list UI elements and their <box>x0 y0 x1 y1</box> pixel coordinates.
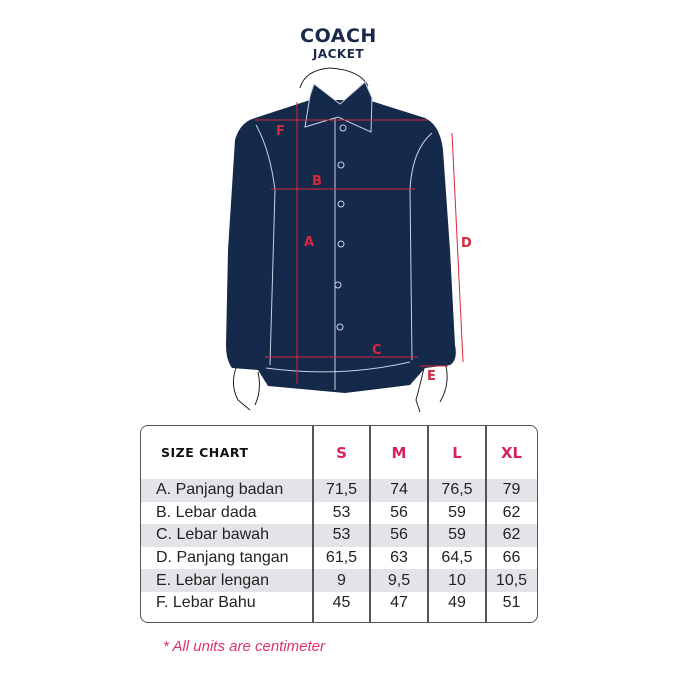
size-value-xl: 66 <box>502 549 521 567</box>
size-xl-header: XL <box>500 443 523 462</box>
size-s-header: S <box>336 443 347 462</box>
size-value-l: 64,5 <box>441 549 473 567</box>
size-chart-header: SIZE CHART <box>161 445 249 460</box>
size-value-m: 74 <box>390 481 408 499</box>
size-value-m: 63 <box>390 549 408 567</box>
table-row: C. Lebar bawah 53 56 59 62 <box>141 524 537 547</box>
size-value-m: 9,5 <box>387 571 411 589</box>
measure-label-b: B <box>312 174 322 189</box>
size-value-s: 71,5 <box>325 481 358 499</box>
size-chart-table: SIZE CHART S M L XL A. Panjang badan 71,5… <box>140 425 538 623</box>
size-value-xl: 62 <box>502 526 521 544</box>
size-value-m: 56 <box>390 526 408 544</box>
size-value-s: 9 <box>337 571 346 589</box>
table-row: A. Panjang badan 71,5 74 76,5 79 <box>141 479 537 502</box>
size-m-header: M <box>391 443 407 462</box>
row-label: F. Lebar Bahu <box>156 594 256 612</box>
units-footnote: * All units are centimeter <box>163 638 326 655</box>
size-value-s: 61,5 <box>325 549 358 567</box>
table-header-row: SIZE CHART S M L XL <box>141 426 537 479</box>
size-value-l: 59 <box>448 526 466 544</box>
size-value-xl: 62 <box>502 503 521 521</box>
size-value-m: 47 <box>390 594 408 612</box>
table-row: F. Lebar Bahu 45 47 49 51 <box>141 592 537 615</box>
row-label: B. Lebar dada <box>156 503 257 521</box>
table-row: B. Lebar dada 53 56 59 62 <box>141 502 537 525</box>
size-value-l: 10 <box>448 571 466 589</box>
column-divider <box>312 426 314 622</box>
size-value-xl: 10,5 <box>495 571 528 589</box>
measure-label-d: D <box>461 236 472 251</box>
size-value-s: 45 <box>332 594 351 612</box>
measure-label-e: E <box>427 369 436 384</box>
left-hand <box>232 367 260 411</box>
product-subtitle: JACKET <box>312 47 365 61</box>
column-divider <box>369 426 371 622</box>
row-label: E. Lebar lengan <box>156 571 269 589</box>
right-hand <box>415 365 448 413</box>
column-divider <box>427 426 429 622</box>
size-value-m: 56 <box>390 503 408 521</box>
neck-outline <box>299 67 369 89</box>
product-title: COACH <box>300 25 377 47</box>
row-label: A. Panjang badan <box>156 481 284 499</box>
size-value-l: 49 <box>448 594 466 612</box>
row-label: D. Panjang tangan <box>156 549 289 567</box>
table-row: E. Lebar lengan 9 9,5 10 10,5 <box>141 569 537 592</box>
size-value-l: 76,5 <box>441 481 473 499</box>
size-value-s: 53 <box>332 526 351 544</box>
size-value-l: 59 <box>448 503 466 521</box>
column-divider <box>485 426 487 622</box>
measure-label-c: C <box>372 343 382 358</box>
measure-label-f: F <box>276 124 285 139</box>
size-value-xl: 51 <box>502 594 521 612</box>
row-label: C. Lebar bawah <box>156 526 269 544</box>
size-value-s: 53 <box>332 503 351 521</box>
measure-label-a: A <box>304 235 314 250</box>
size-value-xl: 79 <box>502 481 521 499</box>
size-l-header: L <box>452 443 462 462</box>
table-row: D. Panjang tangan 61,5 63 64,5 66 <box>141 547 537 570</box>
jacket-buttons <box>334 124 347 331</box>
jacket-illustration: F B A D C E <box>226 67 472 413</box>
